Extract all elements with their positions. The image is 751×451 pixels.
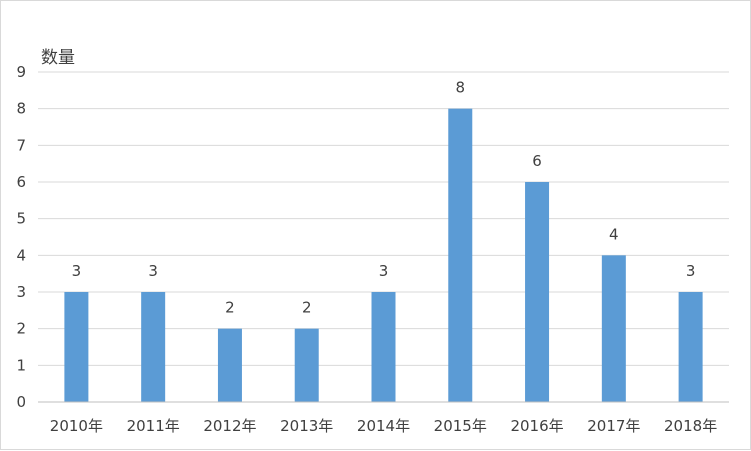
data-label: 3	[686, 262, 696, 280]
y-tick-label: 1	[16, 356, 26, 374]
y-tick-label: 5	[16, 210, 26, 228]
bar	[64, 292, 89, 402]
bar	[217, 328, 242, 402]
data-label: 3	[148, 262, 158, 280]
bar	[678, 292, 703, 402]
x-tick-label: 2016年	[510, 417, 563, 435]
bar	[525, 182, 550, 402]
y-tick-label: 6	[16, 173, 26, 191]
data-label: 2	[302, 299, 312, 317]
x-tick-label: 2017年	[587, 417, 640, 435]
y-axis-title: 数量	[41, 48, 75, 68]
y-tick-label: 9	[16, 63, 26, 81]
data-label: 8	[456, 79, 466, 97]
bar	[448, 108, 473, 403]
y-tick-label: 0	[16, 393, 26, 411]
data-label: 4	[609, 225, 619, 243]
x-tick-label: 2010年	[50, 417, 103, 435]
x-tick-label: 2013年	[280, 417, 333, 435]
y-tick-label: 4	[16, 246, 26, 264]
x-tick-label: 2011年	[127, 417, 180, 435]
data-label: 2	[225, 299, 235, 317]
bar	[371, 292, 396, 402]
bars	[64, 108, 703, 403]
y-tick-label: 2	[16, 320, 26, 338]
data-label: 3	[379, 262, 389, 280]
y-tick-label: 7	[16, 136, 26, 154]
x-tick-label: 2018年	[664, 417, 717, 435]
bar	[601, 255, 626, 402]
x-tick-label: 2014年	[357, 417, 410, 435]
data-label: 3	[72, 262, 82, 280]
bar	[294, 328, 319, 402]
y-tick-label: 8	[16, 100, 26, 118]
data-label: 6	[532, 152, 542, 170]
y-tick-label: 3	[16, 283, 26, 301]
x-tick-label: 2012年	[203, 417, 256, 435]
bar	[141, 292, 166, 402]
x-tick-label: 2015年	[434, 417, 487, 435]
labels: 0 1 2 3 4 5 6 7 8 9 3 2010年 3 2011年 2 2012年 2 2013年 3 2014年…	[16, 63, 717, 435]
